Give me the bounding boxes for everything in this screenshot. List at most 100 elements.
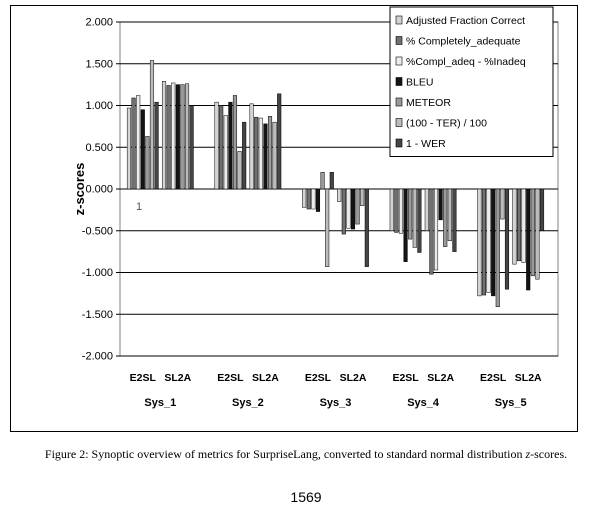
- bar: [412, 188, 417, 248]
- stray-label: 1: [136, 201, 142, 213]
- y-tick-label: 2.000: [85, 17, 113, 29]
- bar: [140, 109, 145, 190]
- y-tick-label: -1.000: [82, 267, 113, 279]
- x-group-label: Sys_2: [232, 397, 264, 409]
- bar: [258, 117, 263, 190]
- x-category-label: E2SL: [480, 372, 507, 384]
- x-category-label: E2SL: [130, 372, 157, 384]
- bar: [325, 188, 330, 267]
- bar: [341, 188, 346, 235]
- x-category-label: SL2A: [164, 372, 191, 384]
- bar: [171, 82, 176, 190]
- bar: [175, 84, 180, 190]
- bar: [337, 188, 342, 202]
- legend-swatch: [395, 36, 403, 45]
- bar: [166, 85, 171, 190]
- bar: [126, 107, 132, 190]
- y-tick-label: 0.000: [85, 184, 113, 196]
- bar: [504, 188, 510, 290]
- legend-swatch: [395, 56, 403, 66]
- bar: [350, 188, 356, 230]
- bar: [360, 188, 365, 206]
- bar: [249, 103, 254, 190]
- chart-frame: 2.000 1.500 1.000 0.500 0.000 -0.500 -1.000 -1.…: [10, 5, 578, 432]
- bar: [526, 188, 531, 291]
- legend-swatch: [395, 118, 403, 127]
- x-category-label: E2SL: [217, 372, 244, 384]
- bar: [433, 188, 439, 271]
- bar: [161, 81, 167, 190]
- legend-swatch: [395, 97, 403, 107]
- bar: [500, 188, 505, 220]
- figure-caption: Figure 2: Synoptic overview of metrics f…: [0, 447, 612, 462]
- bar: [302, 188, 307, 208]
- bar: [398, 188, 404, 234]
- bar: [521, 188, 526, 263]
- bar: [452, 188, 457, 252]
- bar: [481, 188, 487, 296]
- x-group-label: Sys_1: [144, 397, 176, 409]
- bar: [228, 101, 233, 190]
- x-category-label: SL2A: [340, 372, 367, 384]
- bar: [403, 188, 408, 262]
- caption-suffix: -scores.: [530, 447, 568, 461]
- bar: [424, 188, 429, 231]
- legend-label: BLEU: [406, 77, 433, 89]
- x-group-label: Sys_4: [407, 397, 440, 409]
- bar: [223, 115, 228, 190]
- bar: [486, 188, 491, 293]
- bar: [306, 188, 311, 210]
- bar: [443, 188, 448, 247]
- bar: [539, 188, 545, 231]
- y-tick-label: 1.000: [85, 100, 113, 112]
- bar: [535, 188, 540, 280]
- caption-prefix: Figure 2: Synoptic overview of metrics f…: [44, 447, 526, 461]
- bar: [408, 188, 413, 240]
- legend-label: 1 - WER: [406, 138, 446, 150]
- bar: [154, 101, 159, 190]
- bar: [329, 172, 334, 190]
- bar: [355, 188, 360, 225]
- bar: [180, 84, 185, 190]
- bar: [136, 95, 141, 190]
- bar: [149, 60, 155, 190]
- bar: [131, 97, 136, 190]
- y-tick-label: 0.500: [85, 142, 113, 154]
- bar: [232, 95, 238, 190]
- y-axis-title: z-scores: [72, 163, 87, 216]
- bar: [477, 188, 482, 297]
- x-category-label: SL2A: [252, 372, 279, 384]
- legend-swatch: [395, 15, 403, 25]
- bar: [277, 93, 282, 190]
- legend-swatch: [395, 77, 403, 86]
- legend-label: (100 - TER) / 100: [406, 118, 487, 130]
- bar: [394, 188, 399, 233]
- bar: [184, 83, 190, 190]
- legend-label: % Completely_adequate: [406, 36, 521, 48]
- y-tick-label: -1.500: [82, 309, 113, 321]
- bar: [438, 188, 443, 221]
- bar: [495, 188, 500, 307]
- y-tick-label: -0.500: [82, 225, 113, 237]
- x-category-label: SL2A: [427, 372, 454, 384]
- bar: [512, 188, 517, 265]
- bar: [263, 123, 268, 190]
- bar: [219, 105, 224, 190]
- bar: [530, 188, 535, 277]
- legend-label: Adjusted Fraction Correct: [406, 15, 525, 27]
- bar: [320, 172, 325, 190]
- bar: [189, 105, 194, 190]
- bar: [417, 188, 422, 253]
- legend-label: METEOR: [406, 97, 451, 109]
- bar: [315, 188, 321, 212]
- bar: [447, 188, 452, 242]
- legend-swatch: [395, 138, 403, 148]
- bar: [346, 188, 351, 229]
- bar: [389, 188, 394, 231]
- x-group-label: Sys_5: [495, 397, 527, 409]
- bar: [267, 116, 273, 190]
- y-tick-label: 1.500: [85, 58, 113, 70]
- bar: [242, 121, 247, 190]
- page-number: 1569: [290, 489, 322, 505]
- legend-box: [389, 6, 554, 157]
